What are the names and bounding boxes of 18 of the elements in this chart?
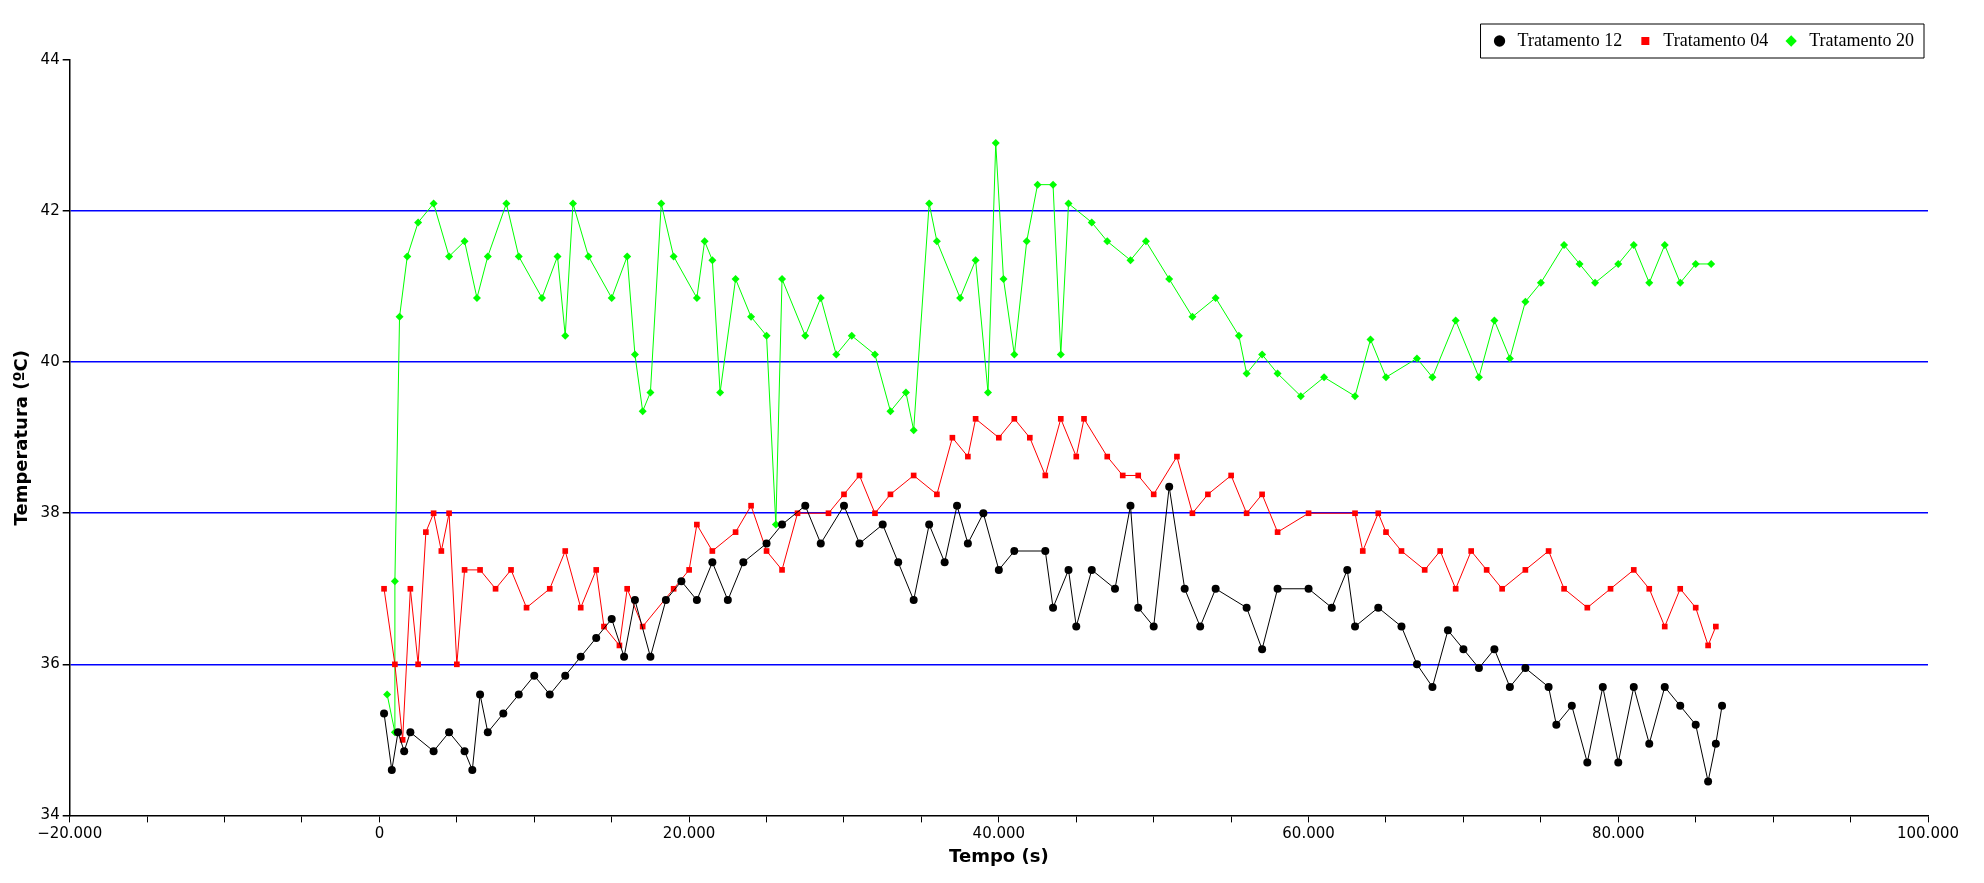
x-tick-label: 80.000 (1592, 824, 1645, 843)
y-tick-label: 38 (40, 503, 60, 522)
x-tick-label: 0 (374, 824, 385, 843)
legend-label: Tratamento 20 (1809, 29, 1914, 50)
x-axis-title: Tempo (s) (949, 844, 1049, 866)
y-tick-label: 36 (40, 654, 60, 673)
legend-label: Tratamento 04 (1663, 29, 1769, 50)
y-tick-label: 44 (40, 49, 60, 68)
x-tick-label: 40.000 (972, 824, 1026, 843)
x-tick-label: 60.000 (1282, 824, 1335, 843)
y-axis-title: Temperatura (ºC) (10, 349, 32, 526)
x-tick-label: 100.000 (1896, 824, 1960, 843)
legend-label: Tratamento 12 (1517, 29, 1623, 50)
y-tick-label: 42 (40, 200, 60, 219)
y-tick-label: 34 (40, 805, 60, 824)
y-tick-label: 40 (40, 352, 60, 371)
x-tick-label: −20.000 (37, 824, 103, 843)
x-tick-label: 20.000 (662, 824, 716, 843)
